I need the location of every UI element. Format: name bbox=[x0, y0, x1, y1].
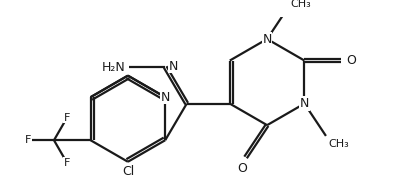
Text: H₂N: H₂N bbox=[102, 61, 125, 73]
Text: F: F bbox=[64, 158, 70, 168]
Text: N: N bbox=[160, 91, 170, 104]
Text: N: N bbox=[262, 33, 272, 45]
Text: CH₃: CH₃ bbox=[328, 139, 349, 149]
Text: N: N bbox=[169, 60, 178, 73]
Text: Cl: Cl bbox=[122, 165, 134, 178]
Text: CH₃: CH₃ bbox=[291, 0, 312, 9]
Text: N: N bbox=[300, 97, 309, 110]
Text: O: O bbox=[237, 162, 247, 175]
Text: F: F bbox=[64, 113, 70, 123]
Text: O: O bbox=[346, 54, 356, 67]
Text: F: F bbox=[25, 135, 31, 145]
